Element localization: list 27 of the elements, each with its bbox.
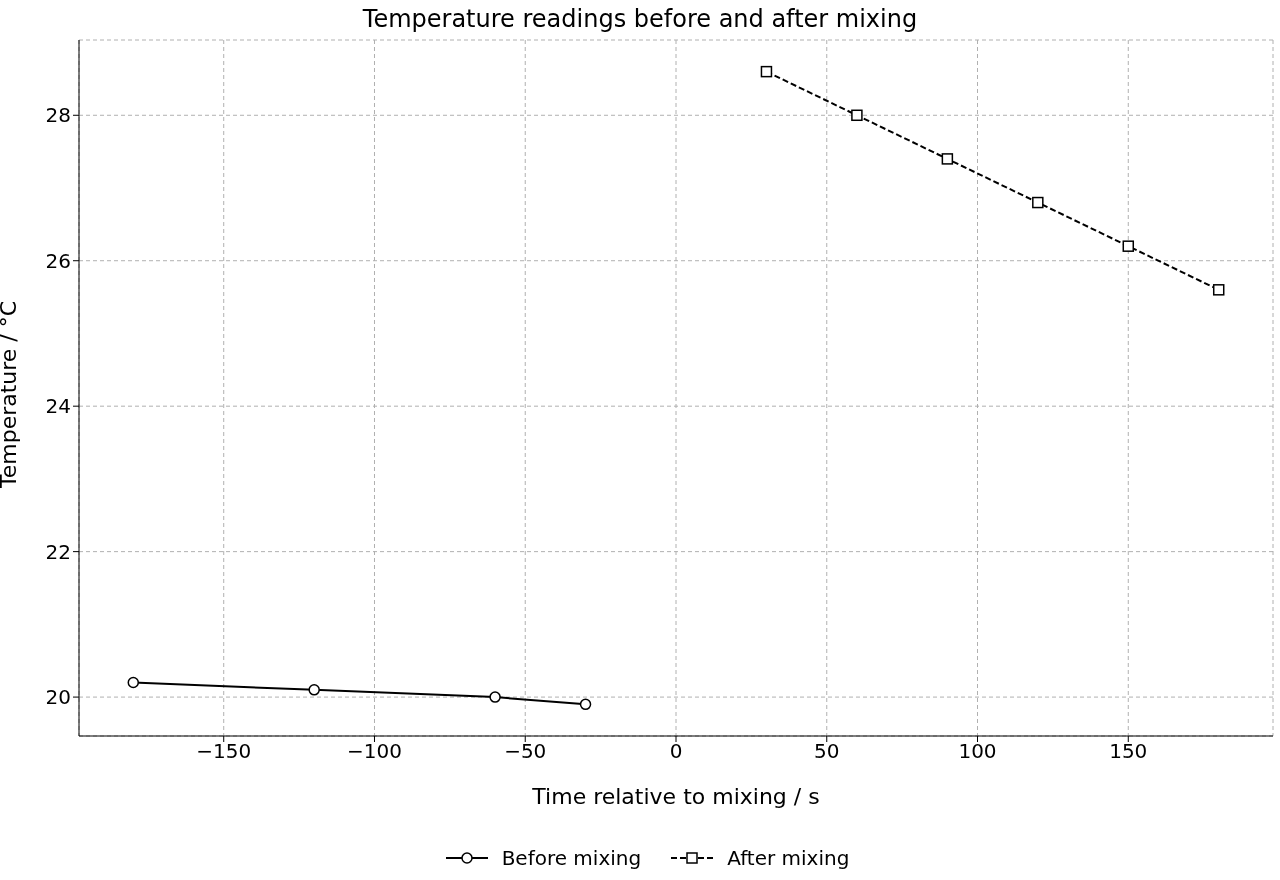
x-tick-label: 0 bbox=[669, 739, 683, 764]
x-tick-label: −150 bbox=[196, 739, 252, 764]
x-axis-title: Time relative to mixing / s bbox=[531, 784, 820, 809]
point bbox=[1122, 240, 1135, 252]
x-tick-label: −100 bbox=[347, 739, 402, 764]
legend-label: After mixing bbox=[727, 846, 850, 870]
chart-title: Temperature readings before and after mixing bbox=[361, 4, 919, 35]
point bbox=[941, 153, 954, 165]
point bbox=[1032, 196, 1044, 209]
y-axis-title: Temperature / °C bbox=[0, 300, 21, 489]
x-tick-label: 150 bbox=[1109, 739, 1148, 764]
point bbox=[1212, 284, 1225, 296]
point bbox=[760, 65, 773, 78]
y-tick-label: 26 bbox=[45, 248, 71, 273]
y-tick-label: 24 bbox=[45, 394, 71, 419]
x-tick-label: 100 bbox=[958, 739, 997, 764]
point bbox=[579, 698, 592, 711]
point bbox=[489, 691, 501, 703]
legend-label: Before mixing bbox=[501, 846, 642, 870]
x-tick-label: 50 bbox=[814, 739, 840, 764]
y-tick-label: 22 bbox=[45, 539, 71, 564]
point bbox=[308, 684, 320, 696]
point bbox=[851, 109, 863, 122]
y-tick-label: 20 bbox=[45, 685, 71, 710]
point bbox=[127, 676, 140, 689]
x-tick-label: −50 bbox=[504, 739, 547, 764]
y-tick-label: 28 bbox=[45, 103, 71, 128]
